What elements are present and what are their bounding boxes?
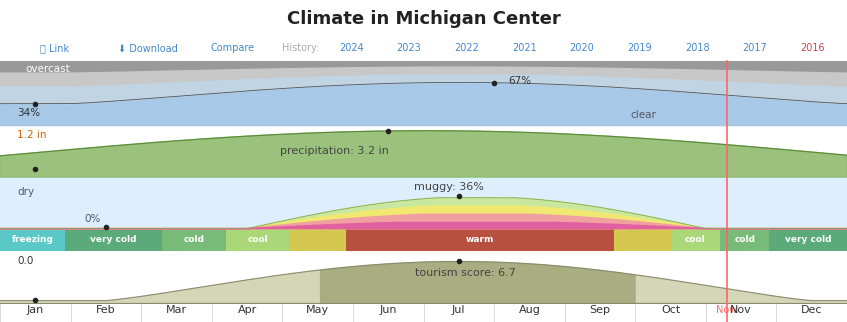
Text: ⬇ Download: ⬇ Download — [119, 43, 178, 53]
Bar — [290, 229, 346, 251]
Text: cool: cool — [247, 235, 268, 244]
Text: Apr: Apr — [237, 305, 257, 316]
Text: 2023: 2023 — [396, 43, 422, 53]
Text: Nov: Nov — [730, 305, 752, 316]
Text: muggy: 36%: muggy: 36% — [414, 182, 484, 193]
Text: clear: clear — [631, 110, 656, 120]
Text: very cold: very cold — [91, 235, 137, 244]
Text: Now: Now — [717, 305, 738, 315]
Bar — [720, 229, 769, 251]
Text: freezing: freezing — [12, 235, 53, 244]
Text: Compare: Compare — [211, 43, 255, 53]
Bar — [614, 229, 671, 251]
Text: 2018: 2018 — [684, 43, 710, 53]
Bar — [65, 229, 163, 251]
Text: cool: cool — [685, 235, 706, 244]
Text: tourism score: 6.7: tourism score: 6.7 — [415, 268, 517, 278]
Text: Sep: Sep — [590, 305, 611, 316]
Text: precipitation: 3.2 in: precipitation: 3.2 in — [280, 146, 389, 156]
Text: 2016: 2016 — [800, 43, 825, 53]
Text: 🔗 Link: 🔗 Link — [41, 43, 69, 53]
Text: 1.2 in: 1.2 in — [17, 130, 47, 140]
Text: Jan: Jan — [26, 305, 44, 316]
Text: 2024: 2024 — [339, 43, 364, 53]
Bar — [0, 177, 847, 229]
Text: cold: cold — [734, 235, 756, 244]
Text: Oct: Oct — [661, 305, 680, 316]
Text: warm: warm — [466, 235, 494, 244]
Text: Feb: Feb — [96, 305, 116, 316]
Bar — [346, 229, 614, 251]
Text: 2021: 2021 — [512, 43, 537, 53]
Text: Aug: Aug — [518, 305, 540, 316]
Text: 67%: 67% — [508, 75, 531, 86]
Bar — [0, 126, 847, 177]
Text: overcast: overcast — [25, 64, 70, 74]
Text: dry: dry — [17, 186, 34, 196]
Text: 0.0: 0.0 — [17, 256, 33, 267]
Text: 2017: 2017 — [742, 43, 767, 53]
Text: History:: History: — [282, 43, 319, 53]
Bar — [0, 229, 65, 251]
Text: cold: cold — [184, 235, 205, 244]
Bar — [226, 229, 290, 251]
Text: Mar: Mar — [166, 305, 187, 316]
Text: 0%: 0% — [85, 214, 101, 224]
Bar — [163, 229, 226, 251]
Text: Jul: Jul — [452, 305, 466, 316]
Text: May: May — [306, 305, 329, 316]
Bar — [0, 251, 847, 303]
Text: 2022: 2022 — [454, 43, 479, 53]
Text: 34%: 34% — [17, 108, 40, 118]
Text: 2020: 2020 — [569, 43, 595, 53]
Text: Jun: Jun — [379, 305, 397, 316]
Bar — [0, 61, 847, 126]
Text: 2019: 2019 — [627, 43, 652, 53]
Bar — [671, 229, 720, 251]
Text: Climate in Michigan Center: Climate in Michigan Center — [286, 11, 561, 28]
Text: Dec: Dec — [801, 305, 822, 316]
Text: very cold: very cold — [785, 235, 832, 244]
Bar — [769, 229, 847, 251]
